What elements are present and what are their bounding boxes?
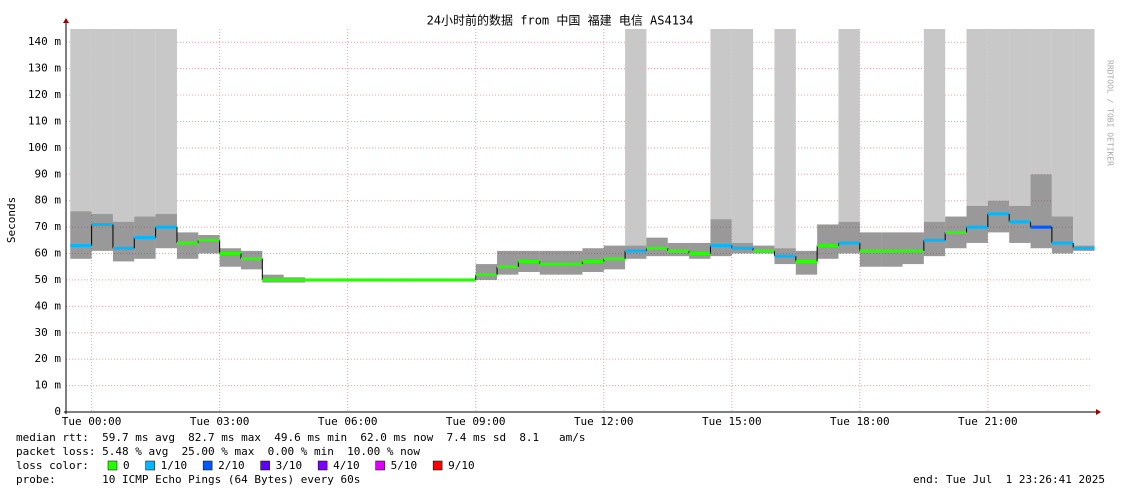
- info-line: probe: 10 ICMP Echo Pings (64 Bytes) eve…: [16, 473, 360, 486]
- smoke: [219, 248, 241, 267]
- legend-label: 1/10: [161, 459, 188, 472]
- legend-label: 9/10: [448, 459, 475, 472]
- y-tick-label: 130 m: [28, 62, 61, 75]
- loss-bar: [838, 29, 860, 222]
- y-tick-label: 0: [54, 405, 61, 418]
- loss-bar: [155, 29, 177, 214]
- smoke: [1030, 174, 1052, 249]
- smoke: [497, 250, 519, 275]
- smoke: [987, 200, 1010, 233]
- loss-bar: [625, 29, 647, 246]
- y-tick-label: 110 m: [28, 114, 61, 127]
- smoke: [689, 242, 711, 259]
- smoke: [1009, 205, 1031, 243]
- y-tick-label: 80 m: [35, 194, 62, 207]
- smoke: [475, 264, 498, 280]
- legend-label: 0: [123, 459, 130, 472]
- legend-label: 4/10: [333, 459, 360, 472]
- loss-bar: [1009, 29, 1031, 206]
- x-tick-label: Tue 00:00: [62, 415, 122, 428]
- smoke: [966, 205, 988, 243]
- smoke: [198, 235, 220, 254]
- smoke: [112, 221, 135, 262]
- x-tick-label: Tue 12:00: [574, 415, 634, 428]
- y-tick-label: 50 m: [35, 273, 62, 286]
- info-line: median rtt: 59.7 ms avg 82.7 ms max 49.6…: [16, 431, 586, 444]
- loss-bar: [1051, 29, 1074, 217]
- y-tick-label: 70 m: [35, 220, 62, 233]
- smoke: [155, 213, 177, 249]
- loss-bar: [1030, 29, 1052, 175]
- loss-bar: [710, 29, 732, 220]
- legend-swatch: [202, 460, 213, 471]
- smoke: [1051, 216, 1074, 254]
- x-tick-label: Tue 15:00: [702, 415, 762, 428]
- smoke: [902, 232, 924, 265]
- end-time: end: Tue Jul 1 23:26:41 2025: [913, 473, 1105, 486]
- y-axis-label: Seconds: [5, 197, 18, 243]
- y-tick-label: 20 m: [35, 352, 62, 365]
- smoke: [710, 219, 732, 257]
- x-tick-label: Tue 09:00: [446, 415, 506, 428]
- loss-bar: [70, 29, 92, 212]
- legend-swatch: [260, 460, 270, 471]
- chart-title: 24小时前的数据 from 中国 福建 电信 AS4134: [427, 13, 694, 28]
- legend-label: 2/10: [218, 459, 245, 472]
- loss-bar: [966, 29, 988, 206]
- y-tick-label: 60 m: [35, 247, 62, 260]
- loss-bar: [923, 29, 946, 222]
- loss-bar: [91, 29, 113, 214]
- axis-arrow: [1096, 409, 1101, 415]
- info-line: packet loss: 5.48 % avg 25.00 % max 0.00…: [16, 445, 420, 458]
- x-tick-label: Tue 06:00: [318, 415, 378, 428]
- smoke: [817, 224, 839, 259]
- legend-label: 3/10: [276, 459, 303, 472]
- x-tick-label: Tue 18:00: [830, 415, 890, 428]
- legend-swatch: [317, 460, 328, 471]
- loss-bar: [134, 29, 156, 217]
- loss-bar: [1073, 29, 1095, 246]
- smoke: [838, 221, 860, 254]
- axis-arrow: [63, 18, 69, 23]
- y-tick-label: 90 m: [35, 167, 62, 180]
- legend-label: 5/10: [391, 459, 418, 472]
- legend-swatch: [107, 460, 118, 471]
- y-tick-label: 100 m: [28, 141, 61, 154]
- loss-bar: [987, 29, 1010, 201]
- y-tick-label: 140 m: [28, 35, 61, 48]
- legend-swatch: [145, 460, 155, 471]
- y-tick-label: 10 m: [35, 379, 62, 392]
- loss-bar: [731, 29, 754, 243]
- y-tick-label: 120 m: [28, 88, 61, 101]
- info-line: loss color:: [16, 459, 89, 472]
- x-tick-label: Tue 21:00: [958, 415, 1018, 428]
- y-tick-label: 40 m: [35, 299, 62, 312]
- y-tick-label: 30 m: [35, 326, 62, 339]
- loss-bar: [774, 29, 796, 249]
- loss-bar: [112, 29, 135, 222]
- smoke: [176, 232, 199, 259]
- legend-swatch: [432, 460, 443, 471]
- smoke: [91, 213, 113, 251]
- smoke: [70, 211, 92, 259]
- watermark: RRDTOOL / TOBI OETIKER: [1106, 60, 1115, 166]
- x-tick-label: Tue 03:00: [190, 415, 250, 428]
- legend-swatch: [375, 460, 385, 471]
